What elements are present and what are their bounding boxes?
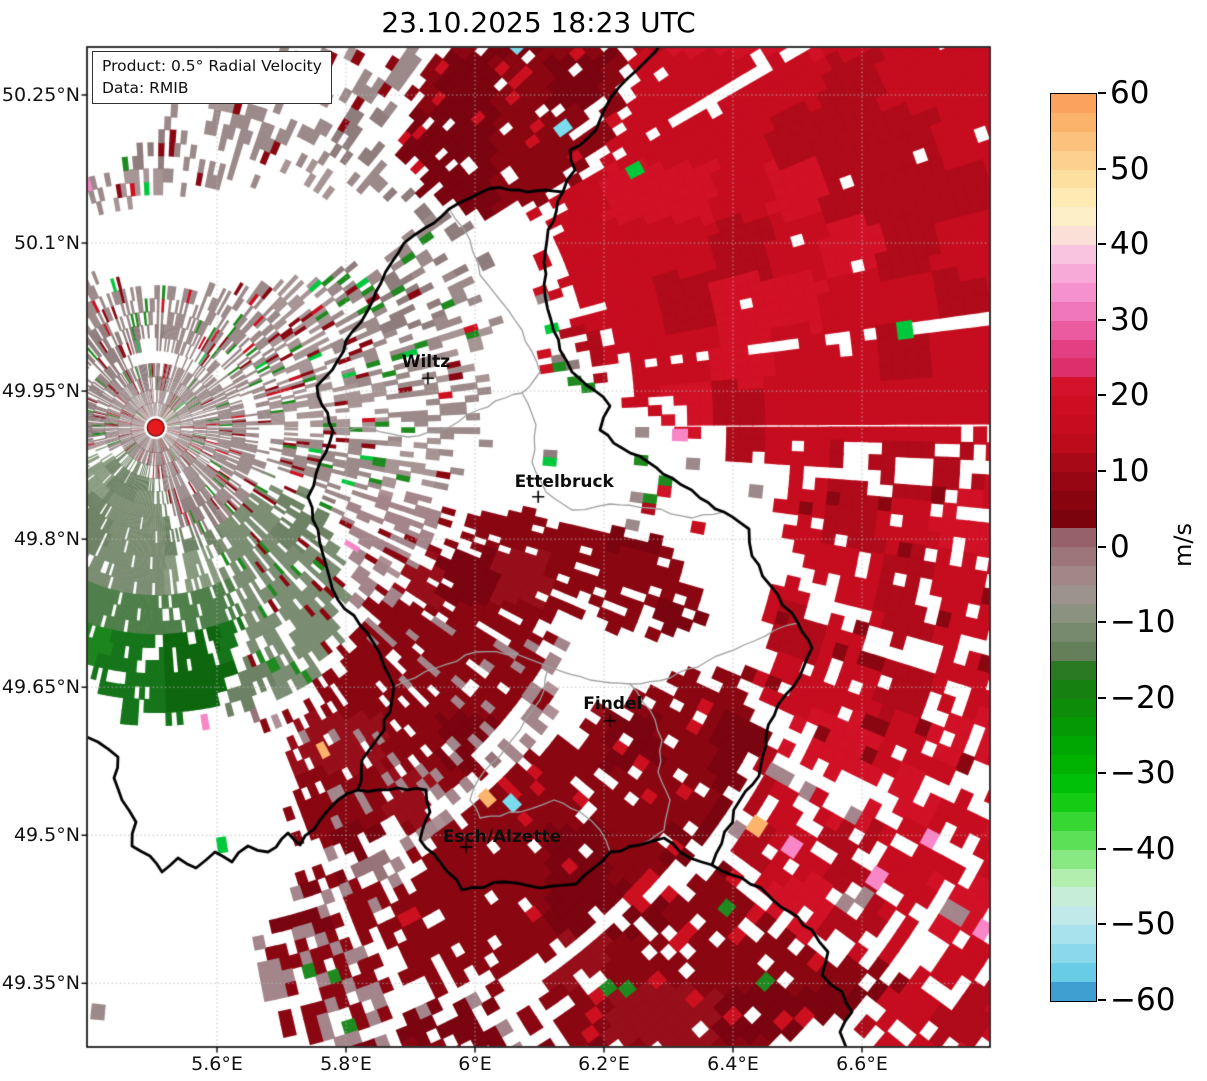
colorbar-segment (1051, 282, 1096, 302)
plot-title: 23.10.2025 18:23 UTC (381, 6, 696, 39)
colorbar-segment (1051, 434, 1096, 453)
colorbar-segment (1051, 944, 1096, 963)
colorbar-segment (1051, 566, 1096, 586)
colorbar-segment (1051, 906, 1096, 926)
colorbar-tick-mark (1098, 545, 1106, 548)
data-source-line: Data: RMIB (102, 79, 189, 97)
colorbar-tick-label: 20 (1110, 377, 1150, 414)
colorbar-segment (1051, 962, 1096, 982)
colorbar-tick-mark (1098, 847, 1106, 850)
colorbar (1050, 93, 1097, 1002)
colorbar-tick-label: −60 (1110, 982, 1176, 1018)
y-tick-label: 50.25°N (1, 84, 80, 106)
y-tick-label: 50.1°N (13, 232, 80, 255)
colorbar-segment (1051, 358, 1096, 378)
colorbar-segment (1051, 868, 1096, 888)
colorbar-segment (1051, 604, 1096, 623)
x-tick-label: 6°E (458, 1053, 492, 1075)
colorbar-tick-mark (1098, 999, 1106, 1001)
colorbar-tick-label: 0 (1110, 528, 1130, 565)
x-tick-label: 6.6°E (836, 1053, 888, 1075)
colorbar-tick-mark (1098, 469, 1106, 472)
colorbar-tick-label: 50 (1110, 150, 1150, 187)
colorbar-tick-mark (1098, 92, 1106, 94)
colorbar-segment (1051, 811, 1096, 831)
colorbar-tick-mark (1098, 772, 1106, 775)
colorbar-segment (1051, 490, 1096, 510)
colorbar-segment (1051, 547, 1096, 567)
y-tick-label: 49.65°N (1, 676, 80, 699)
colorbar-segment (1051, 981, 1096, 1001)
x-tick-label: 5.6°E (191, 1053, 243, 1075)
colorbar-tick-label: 40 (1110, 226, 1150, 263)
colorbar-segment (1051, 377, 1096, 397)
colorbar-unit-label: m/s (1169, 523, 1197, 567)
colorbar-segment (1051, 415, 1096, 435)
colorbar-segment (1051, 887, 1096, 907)
colorbar-tick-mark (1098, 394, 1106, 397)
colorbar-segment (1051, 698, 1096, 718)
colorbar-tick-label: −50 (1110, 906, 1176, 943)
colorbar-segment (1051, 169, 1096, 189)
colorbar-segment (1051, 94, 1096, 113)
colorbar-segment (1051, 792, 1096, 812)
colorbar-tick-label: −10 (1110, 604, 1176, 641)
colorbar-segment (1051, 396, 1096, 416)
colorbar-tick-label: −40 (1110, 830, 1176, 867)
x-tick-label: 6.2°E (578, 1053, 630, 1075)
y-tick-label: 49.8°N (13, 528, 80, 551)
colorbar-segment (1051, 528, 1096, 548)
x-tick-label: 6.4°E (707, 1053, 759, 1075)
colorbar-tick-label: 30 (1110, 301, 1150, 338)
colorbar-segment (1051, 471, 1096, 491)
colorbar-segment (1051, 112, 1096, 132)
colorbar-segment (1051, 736, 1096, 756)
y-tick-label: 49.95°N (1, 380, 80, 403)
colorbar-segment (1051, 830, 1096, 850)
city-label: Findel (583, 693, 643, 714)
colorbar-segment (1051, 188, 1096, 208)
colorbar-segment (1051, 774, 1096, 793)
y-tick-label: 49.35°N (1, 972, 80, 995)
colorbar-segment (1051, 131, 1096, 151)
colorbar-segment (1051, 320, 1096, 340)
colorbar-tick-mark (1098, 621, 1106, 624)
colorbar-segment (1051, 925, 1096, 945)
colorbar-tick-mark (1098, 318, 1106, 321)
colorbar-segment (1051, 150, 1096, 170)
colorbar-segment (1051, 585, 1096, 605)
colorbar-segment (1051, 679, 1096, 699)
colorbar-segment (1051, 717, 1096, 737)
colorbar-segment (1051, 509, 1096, 529)
colorbar-tick-label: −30 (1110, 755, 1176, 792)
colorbar-tick-mark (1098, 243, 1106, 246)
colorbar-segment (1051, 849, 1096, 869)
y-tick-label: 49.5°N (13, 824, 80, 847)
colorbar-segment (1051, 641, 1096, 661)
colorbar-segment (1051, 301, 1096, 321)
colorbar-segment (1051, 226, 1096, 246)
city-label: Ettelbruck (514, 471, 614, 492)
colorbar-tick-label: −20 (1110, 679, 1176, 716)
product-info-box: Product: 0.5° Radial Velocity Data: RMIB (92, 51, 332, 104)
city-label: Esch/Alzette (442, 827, 562, 848)
product-line: Product: 0.5° Radial Velocity (102, 57, 322, 75)
colorbar-tick-mark (1098, 696, 1106, 699)
x-tick-label: 5.8°E (320, 1053, 372, 1075)
colorbar-segment (1051, 755, 1096, 775)
colorbar-tick-mark (1098, 923, 1106, 926)
colorbar-segment (1051, 452, 1096, 472)
colorbar-segment (1051, 622, 1096, 642)
colorbar-segment (1051, 264, 1096, 283)
colorbar-segment (1051, 245, 1096, 265)
colorbar-segment (1051, 207, 1096, 227)
colorbar-tick-mark (1098, 167, 1106, 170)
colorbar-tick-label: 60 (1110, 75, 1150, 111)
colorbar-segment (1051, 660, 1096, 680)
city-label: Wiltz (401, 352, 451, 373)
colorbar-segment (1051, 339, 1096, 359)
colorbar-tick-label: 10 (1110, 452, 1150, 489)
